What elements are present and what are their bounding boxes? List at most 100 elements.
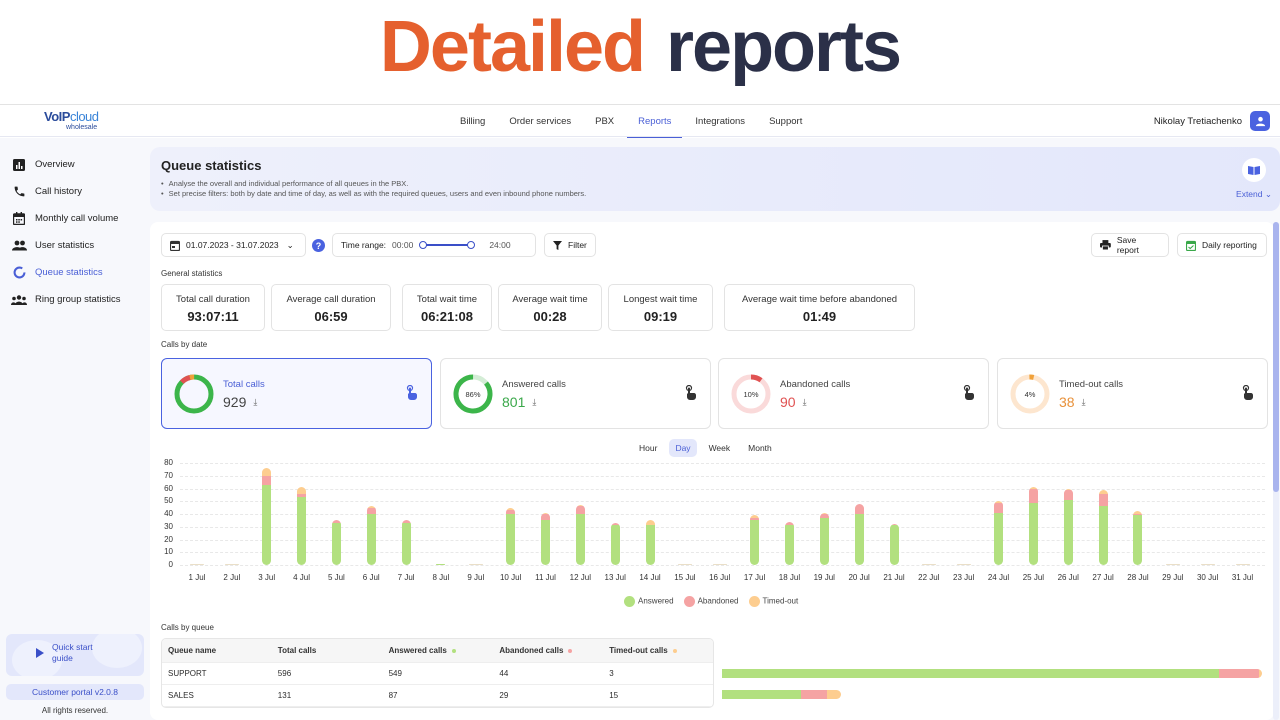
bar-10-jul[interactable] — [506, 507, 516, 565]
bar-segment-abandoned — [784, 521, 794, 526]
bar-segment-answered — [541, 520, 550, 565]
bar-4-jul[interactable] — [297, 487, 307, 565]
bar-24-jul[interactable] — [994, 501, 1004, 565]
bar-5-jul[interactable] — [331, 520, 341, 565]
legend-timed-out[interactable]: Timed-out — [748, 596, 798, 607]
x-axis-tick: 19 Jul — [813, 573, 835, 582]
download-icon[interactable]: ⤓ — [532, 396, 537, 407]
table-row[interactable]: SALES 131 87 29 15 — [162, 685, 713, 707]
bar-12-jul[interactable] — [575, 505, 585, 565]
bar-21-jul[interactable] — [889, 524, 899, 565]
time-range-slider[interactable] — [419, 241, 476, 249]
timed-out-calls: 15 — [609, 691, 619, 700]
period-week[interactable]: Week — [708, 443, 731, 453]
legend-answered[interactable]: Answered — [624, 596, 674, 607]
bar-segment-timed-out — [366, 506, 376, 508]
date-range-picker[interactable]: 01.07.2023 - 31.07.2023 ⌄ — [161, 233, 306, 257]
guide-book-button[interactable] — [1242, 158, 1266, 182]
sidebar-item-monthly-call-volume[interactable]: Monthly call volume — [0, 205, 150, 232]
card-total-calls[interactable]: Total calls 929 ⤓ — [161, 358, 432, 429]
bar-22-jul[interactable] — [921, 564, 936, 565]
nav-pbx[interactable]: PBX — [595, 116, 615, 127]
bar-20-jul[interactable] — [854, 503, 864, 565]
bar-1-jul[interactable] — [190, 564, 204, 565]
bar-9-jul[interactable] — [468, 564, 483, 565]
play-icon — [36, 648, 44, 658]
period-hour[interactable]: Hour — [639, 443, 658, 453]
bar-28-jul[interactable] — [1133, 511, 1143, 565]
card-abandoned-calls[interactable]: 10% Abandoned calls 90 ⤓ — [718, 358, 989, 429]
bar-23-jul[interactable] — [956, 564, 971, 565]
bar-6-jul[interactable] — [366, 506, 376, 565]
bar-8-jul[interactable] — [436, 563, 446, 565]
column-header[interactable]: Queue name — [168, 646, 217, 655]
bar-7-jul[interactable] — [401, 520, 411, 565]
description-bullet: Analyse the overall and individual perfo… — [161, 179, 586, 189]
card-value-row: 90 ⤓ — [780, 394, 807, 410]
card-timed-out-calls[interactable]: 4% Timed-out calls 38 ⤓ — [997, 358, 1268, 429]
bar-16-jul[interactable] — [712, 564, 727, 565]
avatar[interactable] — [1250, 111, 1270, 131]
period-month[interactable]: Month — [748, 443, 772, 453]
bar-26-jul[interactable] — [1063, 488, 1073, 565]
sidebar-item-call-history[interactable]: Call history — [0, 178, 150, 205]
svg-text:86%: 86% — [465, 390, 480, 399]
extend-toggle[interactable]: Extend ⌄ — [1236, 189, 1272, 200]
stat-label: Total call duration — [176, 294, 250, 305]
filter-button[interactable]: Filter — [544, 233, 596, 257]
help-button[interactable]: ? — [312, 239, 325, 252]
slider-start-handle[interactable] — [419, 241, 428, 249]
bar-segment-answered — [575, 514, 585, 565]
bar-31-jul[interactable] — [1235, 564, 1250, 565]
quick-start-guide-button[interactable]: Quick start guide — [6, 634, 144, 676]
column-header[interactable]: Total calls — [277, 646, 317, 655]
nav-billing[interactable]: Billing — [460, 116, 486, 127]
bar-segment-answered — [401, 522, 411, 565]
card-title: Total calls — [223, 379, 265, 390]
nav-reports[interactable]: Reports — [627, 105, 683, 138]
bar-25-jul[interactable] — [1028, 487, 1038, 565]
save-report-button[interactable]: Save report — [1091, 233, 1169, 257]
slider-end-handle[interactable] — [467, 241, 476, 249]
bar-30-jul[interactable] — [1200, 564, 1215, 565]
scrollbar-thumb[interactable] — [1273, 222, 1279, 492]
bar-11-jul[interactable] — [541, 512, 550, 565]
card-value-row: 38 ⤓ — [1059, 394, 1086, 410]
sidebar-item-user-statistics[interactable]: User statistics — [0, 232, 150, 259]
bar-13-jul[interactable] — [610, 522, 620, 565]
download-icon[interactable]: ⤓ — [802, 396, 807, 407]
column-header-abandoned[interactable]: Abandoned calls — [493, 646, 603, 655]
table-row[interactable]: SUPPORT 596 549 44 3 — [162, 663, 713, 685]
bar-18-jul[interactable] — [784, 521, 794, 565]
user-menu[interactable]: Nikolay Tretiachenko — [1154, 111, 1270, 131]
x-axis-tick: 17 Jul — [743, 573, 766, 582]
bar-2-jul[interactable] — [224, 564, 239, 565]
nav-integrations[interactable]: Integrations — [695, 116, 746, 127]
stat-value: 06:21:08 — [420, 309, 474, 324]
legend-abandoned[interactable]: Abandoned — [683, 596, 739, 607]
nav-support[interactable]: Support — [769, 116, 803, 127]
bar-27-jul[interactable] — [1098, 489, 1108, 565]
voipcloud-logo[interactable]: VoIPcloud wholesale — [44, 109, 106, 135]
queue-bar-sales[interactable] — [722, 690, 841, 699]
download-icon[interactable]: ⤓ — [253, 396, 258, 407]
period-day[interactable]: Day — [669, 439, 697, 457]
column-header-answered[interactable]: Answered calls — [383, 646, 494, 655]
sidebar-item-overview[interactable]: Overview — [0, 151, 150, 178]
bar-17-jul[interactable] — [750, 515, 760, 565]
bar-29-jul[interactable] — [1165, 564, 1180, 565]
queue-bar-support[interactable] — [722, 669, 1262, 678]
download-icon[interactable]: ⤓ — [1081, 396, 1086, 407]
card-value: 929 — [223, 394, 247, 410]
sidebar-item-ring-group-statistics[interactable]: Ring group statistics — [0, 286, 150, 313]
bar-14-jul[interactable] — [645, 520, 655, 565]
tap-hand-icon — [963, 384, 974, 405]
column-header-timed-out[interactable]: Timed-out calls — [603, 646, 713, 655]
card-answered-calls[interactable]: 86% Answered calls 801 ⤓ — [440, 358, 711, 429]
nav-order-services[interactable]: Order services — [509, 116, 572, 127]
daily-reporting-button[interactable]: Daily reporting — [1177, 233, 1267, 257]
sidebar-item-queue-statistics[interactable]: Queue statistics — [0, 259, 150, 286]
bar-3-jul[interactable] — [262, 468, 272, 565]
bar-15-jul[interactable] — [677, 564, 692, 565]
bar-19-jul[interactable] — [819, 512, 829, 565]
